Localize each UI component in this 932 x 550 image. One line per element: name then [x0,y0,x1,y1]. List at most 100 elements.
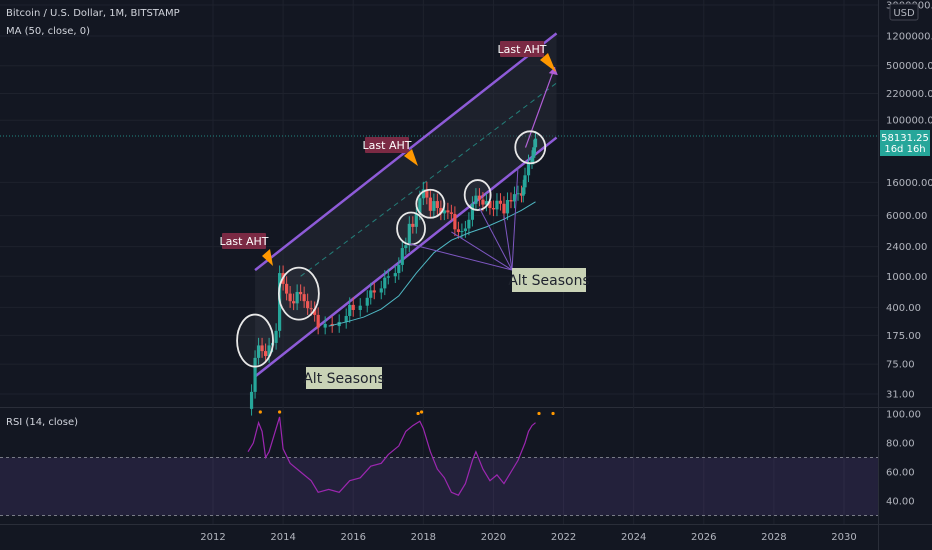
candle-body [365,297,369,306]
y-tick-label: 75.00 [886,360,915,371]
alt-seasons-label: Alt Seasons [508,273,590,289]
y-tick-label: 1200000.00 [886,32,932,43]
currency-badge[interactable] [889,3,919,21]
candle-body [460,231,464,233]
currency-label: USD [893,8,915,19]
candle-body [306,301,310,309]
candle-body [435,201,439,209]
x-tick-label: 2026 [691,532,716,543]
candle-body [260,345,264,352]
last-aht-label-bg [365,137,409,153]
rsi-line [247,416,536,496]
alt-season-pointer [478,207,513,271]
candle-body [425,189,429,198]
candle-body [292,301,296,304]
candle-body [439,208,443,214]
rsi-peak-marker [537,411,541,416]
candle-body [523,175,527,188]
rsi-band [0,457,878,516]
last-aht-arrow [404,149,418,166]
candle-body [449,212,453,214]
candle-body [477,195,482,200]
rsi-tick-label: 100.00 [886,410,921,421]
channel-lower-line [254,136,558,378]
candle-body [418,198,422,214]
x-tick-label: 2022 [551,532,576,543]
candle-body [509,200,513,202]
rsi-tick-label: 40.00 [886,497,915,508]
candle-body [379,288,383,293]
ma-line-group [328,201,536,327]
last-aht-label: Last AHT [220,235,269,248]
y-tick-label: 2400.00 [886,242,927,253]
price-badge-value: 58131.25 [881,133,929,144]
x-tick-label: 2024 [621,532,646,543]
last-aht-arrow [262,249,273,266]
x-tick-label: 2016 [340,532,365,543]
peak-circle [396,211,426,246]
candle-body [295,291,299,304]
candle-body [467,219,471,229]
price-badge-countdown: 16d 16h [884,144,925,155]
y-tick-label: 16000.00 [886,178,932,189]
candle-body [516,193,520,195]
candle-body [519,193,524,196]
x-tick-label: 2020 [481,532,506,543]
rsi-peak-marker [551,411,555,416]
peak-circle [463,179,492,211]
projection-line [524,66,556,148]
y-tick-label: 100000.00 [886,116,932,127]
rsi-legend: RSI (14, close) [6,417,78,428]
candle-body [414,213,418,227]
candle-body [344,315,348,322]
candle-body [400,248,404,265]
price-badge [880,130,930,156]
axes: 3000000.001200000.00500000.00220000.0010… [200,1,932,544]
rsi-peak-marker [278,410,282,414]
annotations: Last AHT Last AHT Last AHT Alt Seasons Alt S… [220,41,590,389]
candle-body [316,314,320,328]
y-tick-label: 31.00 [886,390,915,401]
candle-body [521,187,525,196]
ma-legend: MA (50, close, 0) [6,26,90,37]
candle-body [302,294,306,302]
candle-body [372,290,376,293]
candle-body [533,138,538,148]
x-tick-label: 2012 [200,532,225,543]
candle-body [393,273,397,277]
last-aht-label-bg [222,233,266,249]
candle-body [484,201,489,205]
candle-body [299,291,303,295]
x-tick-label: 2030 [831,532,856,543]
alt-season-pointer [503,215,513,271]
candle-body [313,309,317,315]
y-tick-label: 400.00 [886,303,921,314]
projection-arrowhead [548,67,558,76]
last-aht-label: Last AHT [498,43,547,56]
candle-body [288,293,292,302]
candle-body [421,189,425,199]
rsi-tick-label: 60.00 [886,468,915,479]
candle-body [446,210,450,213]
rsi-peak-marker [416,411,420,416]
candle-body [285,283,289,294]
peak-circle [415,188,446,219]
candle-body [323,323,327,328]
peak-circle [236,313,274,368]
y-tick-label: 175.00 [886,331,921,342]
candle-body [456,229,460,232]
candle-body [474,195,478,204]
candle-body [491,208,496,210]
candle-body [495,200,499,210]
x-tick-label: 2014 [270,532,295,543]
y-tick-label: 1000.00 [886,272,927,283]
last-aht-label-bg [500,41,544,57]
candle-body [351,304,355,310]
candle-body [502,203,506,214]
rsi-panel: 100.00 80.00 60.00 40.00 [0,410,921,516]
alt-season-pointer [451,231,513,271]
rsi-peak-marker [258,410,262,414]
candle-body [463,228,467,232]
candle-body [407,223,411,246]
